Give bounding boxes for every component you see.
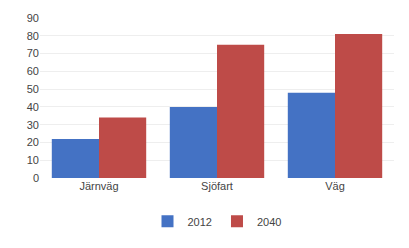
svg-text:10: 10 (27, 154, 39, 166)
svg-text:2040: 2040 (257, 216, 281, 228)
svg-text:70: 70 (27, 47, 39, 59)
svg-text:80: 80 (27, 30, 39, 42)
svg-text:40: 40 (27, 101, 39, 113)
svg-text:Järnväg: Järnväg (79, 180, 118, 192)
svg-text:30: 30 (27, 119, 39, 131)
svg-text:20: 20 (27, 136, 39, 148)
svg-text:Sjöfart: Sjöfart (201, 180, 233, 192)
svg-text:50: 50 (27, 83, 39, 95)
svg-text:90: 90 (27, 12, 39, 24)
svg-text:2012: 2012 (188, 216, 212, 228)
svg-text:Väg: Väg (325, 180, 345, 192)
svg-text:60: 60 (27, 65, 39, 77)
svg-text:0: 0 (33, 172, 39, 184)
